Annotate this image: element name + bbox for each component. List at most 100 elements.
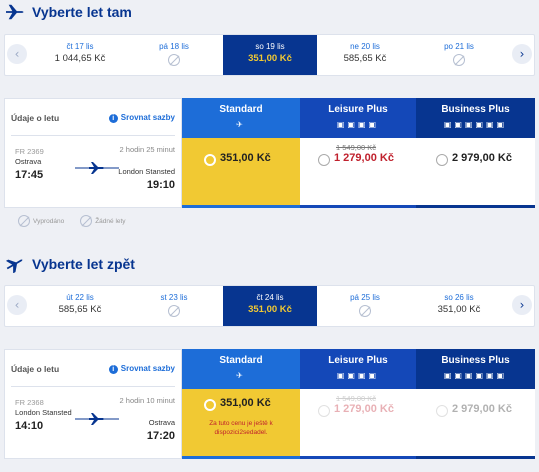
- inbound-header: Vyberte let zpět: [0, 252, 135, 276]
- flight-duration: 2 hodin 25 minut: [119, 145, 175, 154]
- fare-option[interactable]: 351,00 Kč Za tuto cenu je ještě k dispoz…: [182, 389, 300, 459]
- no-flights-icon: [80, 215, 93, 227]
- date-price: 351,00 Kč: [437, 304, 481, 315]
- route-plane-icon: [75, 413, 119, 425]
- fare-name: Leisure Plus: [328, 104, 388, 115]
- fare-price: 2 979,00 Kč: [452, 152, 512, 164]
- date-cell-selected[interactable]: so 19 lis 351,00 Kč: [223, 35, 317, 75]
- date-label: čt 24 lis: [256, 293, 284, 302]
- outbound-flight-card: Údaje o letu i Srovnat sazby FR 2369 Ostr…: [4, 98, 535, 208]
- date-label: ne 20 lis: [350, 42, 380, 51]
- arrival-time: 17:20: [146, 430, 175, 442]
- bag-icon: ✈: [236, 120, 246, 129]
- date-label: so 19 lis: [255, 42, 285, 51]
- no-flights-icon: [453, 54, 465, 66]
- fare-features-icons: ▣▣▣▣: [336, 120, 380, 129]
- prev-dates-button[interactable]: ‹: [7, 295, 27, 315]
- outbound-header: Vyberte let tam: [0, 0, 132, 24]
- divider: [11, 386, 175, 387]
- departure-time: 17:45: [15, 169, 44, 181]
- fare-standard[interactable]: Standard ✈ 351,00 Kč: [182, 98, 300, 208]
- fare-business-plus[interactable]: Business Plus ▣▣▣▣▣▣ 2 979,00 Kč: [416, 98, 535, 208]
- fare-price: 351,00 Kč: [220, 152, 271, 164]
- fare-business-plus[interactable]: Business Plus ▣▣▣▣▣▣ 2 979,00 Kč: [416, 349, 535, 459]
- fare-header: Standard ✈: [182, 349, 300, 389]
- inbound-title: Vyberte let zpět: [32, 256, 135, 272]
- flight-info: Údaje o letu i Srovnat sazby FR 2368 Lond…: [4, 349, 182, 459]
- arrival-airport: London Stansted: [118, 167, 175, 176]
- date-price: 1 044,65 Kč: [54, 53, 106, 64]
- date-label: so 26 lis: [444, 293, 474, 302]
- fare-standard[interactable]: Standard ✈ 351,00 Kč Za tuto cenu je ješ…: [182, 349, 300, 459]
- departure-airport: Ostrava: [15, 157, 42, 166]
- fare-price: 1 279,00 Kč: [334, 152, 394, 164]
- date-cell[interactable]: pá 25 lis: [318, 286, 412, 326]
- departure-airport: London Stansted: [15, 408, 72, 417]
- flight-details-label: Údaje o letu: [11, 364, 60, 374]
- fare-radio[interactable]: [318, 405, 330, 417]
- legend-sold-out: Vyprodáno: [18, 215, 64, 227]
- compare-fares-link[interactable]: i Srovnat sazby: [108, 364, 175, 374]
- fare-radio[interactable]: [436, 154, 448, 166]
- fare-old-price: 1 549,00 Kč: [336, 143, 377, 152]
- info-icon: i: [108, 365, 118, 374]
- outbound-date-strip: ‹ čt 17 lis 1 044,65 Kč pá 18 lis so 19 …: [4, 34, 535, 76]
- fare-radio[interactable]: [204, 154, 216, 166]
- divider: [11, 135, 175, 136]
- fare-header: Business Plus ▣▣▣▣▣▣: [416, 98, 535, 138]
- compare-fares-link[interactable]: i Srovnat sazby: [108, 113, 175, 123]
- fare-leisure-plus[interactable]: Leisure Plus ▣▣▣▣ 1 549,00 Kč 1 279,00 K…: [300, 349, 416, 459]
- fare-option[interactable]: 1 549,00 Kč 1 279,00 Kč: [300, 389, 416, 459]
- outbound-title: Vyberte let tam: [32, 4, 132, 20]
- date-cell[interactable]: út 22 lis 585,65 Kč: [33, 286, 127, 326]
- fare-price: 2 979,00 Kč: [452, 403, 512, 415]
- arrival-airport: Ostrava: [148, 418, 175, 427]
- date-cell[interactable]: čt 17 lis 1 044,65 Kč: [33, 35, 127, 75]
- availability-legend: Vyprodáno Žádné lety: [18, 213, 142, 229]
- no-flights-icon: [168, 305, 180, 317]
- inbound-date-strip: ‹ út 22 lis 585,65 Kč st 23 lis čt 24 li…: [4, 285, 535, 327]
- date-cell-selected[interactable]: čt 24 lis 351,00 Kč: [223, 286, 317, 326]
- fare-features-icons: ▣▣▣▣▣▣: [443, 120, 508, 129]
- arrival-time: 19:10: [146, 179, 175, 191]
- flight-number: FR 2369: [15, 147, 44, 156]
- plane-icon: [5, 259, 23, 273]
- route-plane-icon: [75, 162, 119, 174]
- fare-header: Business Plus ▣▣▣▣▣▣: [416, 349, 535, 389]
- prev-dates-button[interactable]: ‹: [7, 44, 27, 64]
- date-price: 351,00 Kč: [248, 304, 292, 315]
- fare-leisure-plus[interactable]: Leisure Plus ▣▣▣▣ 1 549,00 Kč 1 279,00 K…: [300, 98, 416, 208]
- fare-name: Business Plus: [441, 355, 510, 366]
- flight-info-header: Údaje o letu i Srovnat sazby: [11, 364, 175, 378]
- fare-header: Leisure Plus ▣▣▣▣: [300, 349, 416, 389]
- date-cell[interactable]: po 21 lis: [412, 35, 506, 75]
- sold-out-icon: [18, 215, 30, 227]
- info-icon: i: [108, 114, 118, 123]
- next-dates-button[interactable]: ›: [512, 44, 532, 64]
- date-cell[interactable]: ne 20 lis 585,65 Kč: [318, 35, 412, 75]
- date-label: po 21 lis: [444, 42, 474, 51]
- no-flights-icon: [168, 54, 180, 66]
- flight-number: FR 2368: [15, 398, 44, 407]
- fare-option[interactable]: 1 549,00 Kč 1 279,00 Kč: [300, 138, 416, 208]
- date-label: pá 25 lis: [350, 293, 380, 302]
- seats-left-note: Za tuto cenu je ještě k dispozici2sedade…: [209, 420, 273, 436]
- fare-option[interactable]: 2 979,00 Kč: [416, 138, 535, 208]
- fare-option[interactable]: 351,00 Kč: [182, 138, 300, 208]
- fare-price: 351,00 Kč: [220, 397, 271, 409]
- no-flights-icon: [359, 305, 371, 317]
- compare-fares-label: Srovnat sazby: [120, 113, 175, 122]
- date-cell[interactable]: st 23 lis: [127, 286, 221, 326]
- fare-name: Standard: [219, 104, 263, 115]
- fare-radio[interactable]: [204, 399, 216, 411]
- inbound-flight-card: Údaje o letu i Srovnat sazby FR 2368 Lond…: [4, 349, 535, 459]
- fare-option[interactable]: 2 979,00 Kč: [416, 389, 535, 459]
- legend-label: Vyprodáno: [33, 217, 65, 225]
- fare-name: Leisure Plus: [328, 355, 388, 366]
- fare-radio[interactable]: [436, 405, 448, 417]
- fare-radio[interactable]: [318, 154, 330, 166]
- flight-info-header: Údaje o letu i Srovnat sazby: [11, 113, 175, 127]
- date-cell[interactable]: pá 18 lis: [127, 35, 221, 75]
- next-dates-button[interactable]: ›: [512, 295, 532, 315]
- date-cell[interactable]: so 26 lis 351,00 Kč: [412, 286, 506, 326]
